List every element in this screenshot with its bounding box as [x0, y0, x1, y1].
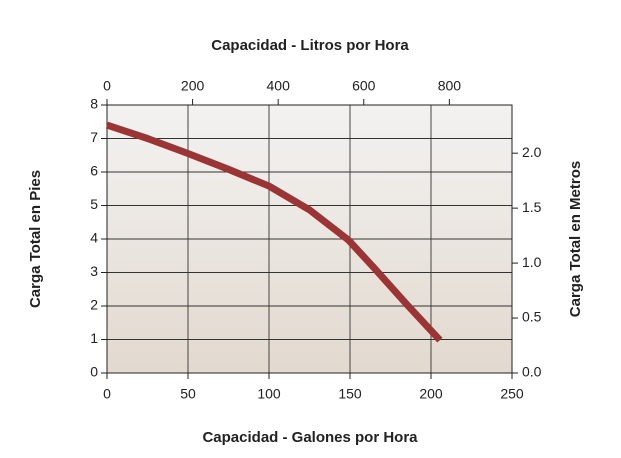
y-tick-label: 3: [90, 263, 98, 279]
right-axis-title: Carga Total en Metros: [567, 161, 584, 317]
y-tick-label: 8: [90, 96, 98, 112]
left-axis-title: Carga Total en Pies: [27, 170, 44, 308]
x-tick-label: 200: [419, 386, 443, 402]
y2-tick-label: 0.0: [522, 364, 542, 380]
y2-tick-label: 2.0: [522, 144, 542, 160]
y2-tick-label: 0.5: [522, 309, 542, 325]
plot-frame: [106, 104, 513, 374]
x2-tick-label: 0: [103, 78, 111, 94]
y-tick-label: 6: [90, 163, 98, 179]
x2-tick-label: 400: [267, 78, 291, 94]
y2-tick-label: 1.0: [522, 254, 542, 270]
x2-tick-label: 200: [181, 78, 205, 94]
y-tick-label: 7: [90, 129, 98, 145]
x-tick-label: 100: [257, 386, 281, 402]
x-tick-label: 150: [338, 386, 362, 402]
x2-tick-label: 600: [352, 78, 376, 94]
x-tick-label: 250: [500, 386, 524, 402]
curve-line: [105, 121, 443, 343]
y-tick-label: 1: [90, 330, 98, 346]
x-tick-label: 0: [103, 386, 111, 402]
top-axis-title: Capacidad - Litros por Hora: [211, 37, 409, 54]
x-tick-label: 50: [180, 386, 196, 402]
x2-tick-label: 800: [438, 78, 462, 94]
y-tick-label: 2: [90, 297, 98, 313]
y-tick-label: 0: [90, 364, 98, 380]
y-tick-label: 5: [90, 196, 98, 212]
y-tick-label: 4: [90, 230, 98, 246]
bottom-axis-title: Capacidad - Galones por Hora: [202, 429, 418, 446]
y2-tick-label: 1.5: [522, 199, 542, 215]
